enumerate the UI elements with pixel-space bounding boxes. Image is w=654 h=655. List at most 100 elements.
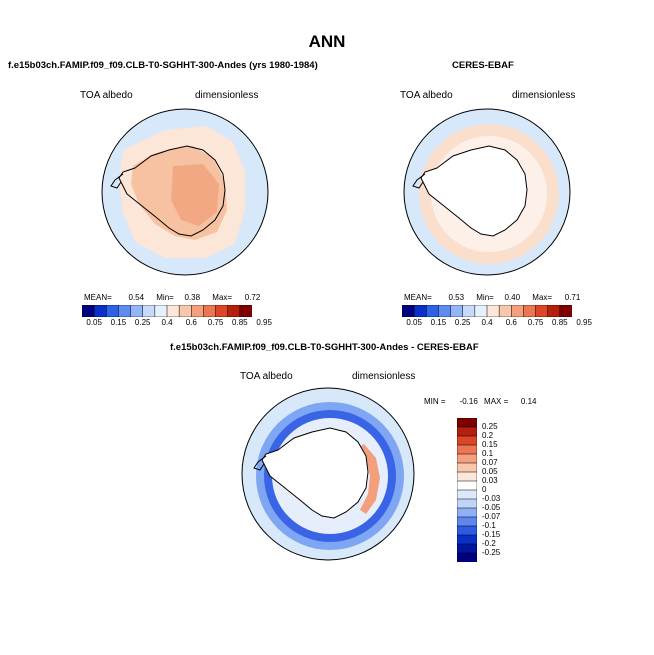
colorbar-tick-label: 0.05: [482, 467, 498, 476]
colorbar-swatch: [227, 305, 241, 317]
model-high-albedo: [171, 164, 219, 226]
diff-run-title: f.e15b03ch.FAMIP.f09_f09.CLB-T0-SGHHT-30…: [170, 342, 479, 353]
colorbar-tick-label: 0.07: [482, 458, 498, 467]
colorbar-swatch: [402, 305, 415, 317]
colorbar-swatch: [511, 305, 524, 317]
colorbar-tick-label: 0.15: [430, 318, 447, 327]
colorbar-swatch: [547, 305, 561, 317]
diff-units-label: dimensionless: [352, 371, 416, 382]
colorbar-swatch: [457, 418, 477, 428]
diff-map-border: [241, 387, 415, 561]
colorbar-swatch: [457, 453, 477, 464]
model-polar-map: [101, 108, 269, 276]
colorbar-swatch: [130, 305, 144, 317]
obs-peninsula: [412, 173, 426, 189]
model-max-value: 0.72: [244, 293, 261, 302]
colorbar-tick-label: 0.25: [454, 318, 471, 327]
model-units-label: dimensionless: [195, 90, 259, 101]
colorbar-swatch: [239, 305, 252, 317]
colorbar-swatch: [191, 305, 204, 317]
colorbar-tick-label: -0.03: [482, 494, 501, 503]
model-min-value: 0.38: [184, 293, 201, 302]
model-run-title: f.e15b03ch.FAMIP.f09_f09.CLB-T0-SGHHT-30…: [8, 60, 318, 71]
colorbar-tick-label: 0.15: [482, 440, 498, 449]
obs-mean-label: MEAN=: [404, 293, 432, 302]
model-colorbar-labels: 0.05 0.15 0.25 0.4 0.6 0.75 0.85 0.95: [82, 318, 272, 330]
colorbar-swatch: [474, 305, 488, 317]
colorbar-swatch: [486, 305, 500, 317]
obs-max-value: 0.71: [564, 293, 581, 302]
colorbar-swatch: [535, 305, 549, 317]
colorbar-tick-label: 0.4: [481, 318, 493, 327]
model-stats: MEAN= 0.54 Min= 0.38 Max= 0.72: [84, 293, 260, 302]
colorbar-tick-label: 0.25: [482, 422, 498, 431]
colorbar-swatch: [457, 498, 477, 509]
diff-max-value: 0.14: [520, 397, 537, 406]
model-coastline: [118, 145, 226, 237]
obs-min-label: Min=: [476, 293, 494, 302]
colorbar-tick-label: -0.25: [482, 548, 501, 557]
colorbar-swatch: [457, 462, 477, 473]
colorbar-tick-label: 0.6: [505, 318, 517, 327]
colorbar-swatch: [457, 525, 477, 536]
obs-stats: MEAN= 0.53 Min= 0.40 Max= 0.71: [404, 293, 580, 302]
colorbar-swatch: [457, 516, 477, 527]
colorbar-tick-label: -0.2: [482, 539, 496, 548]
colorbar-tick-label: 0.95: [576, 318, 592, 327]
obs-units-label: dimensionless: [512, 90, 576, 101]
colorbar-swatch: [215, 305, 229, 317]
colorbar-swatch: [413, 305, 427, 317]
obs-min-value: 0.40: [504, 293, 521, 302]
colorbar-swatch: [462, 305, 476, 317]
colorbar-tick-label: 0.6: [185, 318, 197, 327]
colorbar-swatch: [457, 435, 477, 446]
colorbar-tick-label: -0.15: [482, 530, 501, 539]
obs-variable-label: TOA albedo: [400, 90, 453, 101]
colorbar-swatch: [457, 471, 477, 482]
colorbar-tick-label: 0.4: [161, 318, 173, 327]
colorbar-tick-label: -0.05: [482, 503, 501, 512]
colorbar-swatch: [154, 305, 168, 317]
colorbar-swatch: [106, 305, 119, 317]
colorbar-tick-label: 0: [482, 485, 487, 494]
colorbar-tick-label: 0.05: [406, 318, 422, 327]
colorbar-swatch: [457, 444, 477, 455]
model-mean-value: 0.54: [128, 293, 145, 302]
obs-colorbar-labels: 0.05 0.15 0.25 0.4 0.6 0.75 0.85 0.95: [402, 318, 592, 330]
page-title: ANN: [308, 32, 346, 51]
colorbar-swatch: [118, 305, 132, 317]
colorbar-tick-label: 0.95: [256, 318, 272, 327]
colorbar-tick-label: 0.1: [482, 449, 494, 458]
model-peninsula: [110, 173, 124, 189]
colorbar-tick-label: 0.25: [134, 318, 151, 327]
obs-colorbar: [402, 305, 572, 317]
colorbar-swatch: [457, 489, 477, 500]
obs-mean-value: 0.53: [448, 293, 465, 302]
colorbar-swatch: [203, 305, 217, 317]
colorbar-swatch: [457, 534, 477, 545]
obs-run-title: CERES-EBAF: [452, 60, 514, 71]
colorbar-swatch: [178, 305, 192, 317]
colorbar-swatch: [142, 305, 156, 317]
colorbar-tick-label: 0.2: [482, 431, 494, 440]
obs-max-label: Max=: [532, 293, 553, 302]
colorbar-tick-label: 0.85: [552, 318, 568, 327]
model-variable-label: TOA albedo: [80, 90, 133, 101]
colorbar-swatch: [523, 305, 537, 317]
model-min-label: Min=: [156, 293, 174, 302]
diff-pos-band-east: [358, 444, 380, 514]
diff-min-label: MIN =: [424, 397, 446, 406]
model-map-border: [101, 108, 269, 276]
diff-continent: [261, 427, 369, 519]
colorbar-swatch: [166, 305, 180, 317]
colorbar-tick-label: 0.05: [86, 318, 102, 327]
obs-map-border: [403, 108, 571, 276]
diff-colorbar: [457, 418, 477, 562]
colorbar-tick-label: -0.07: [482, 512, 501, 521]
colorbar-swatch: [438, 305, 452, 317]
colorbar-tick-label: 0.85: [232, 318, 248, 327]
colorbar-swatch: [426, 305, 439, 317]
model-colorbar: [82, 305, 252, 317]
diff-max-label: MAX =: [484, 397, 509, 406]
model-mean-label: MEAN=: [84, 293, 112, 302]
